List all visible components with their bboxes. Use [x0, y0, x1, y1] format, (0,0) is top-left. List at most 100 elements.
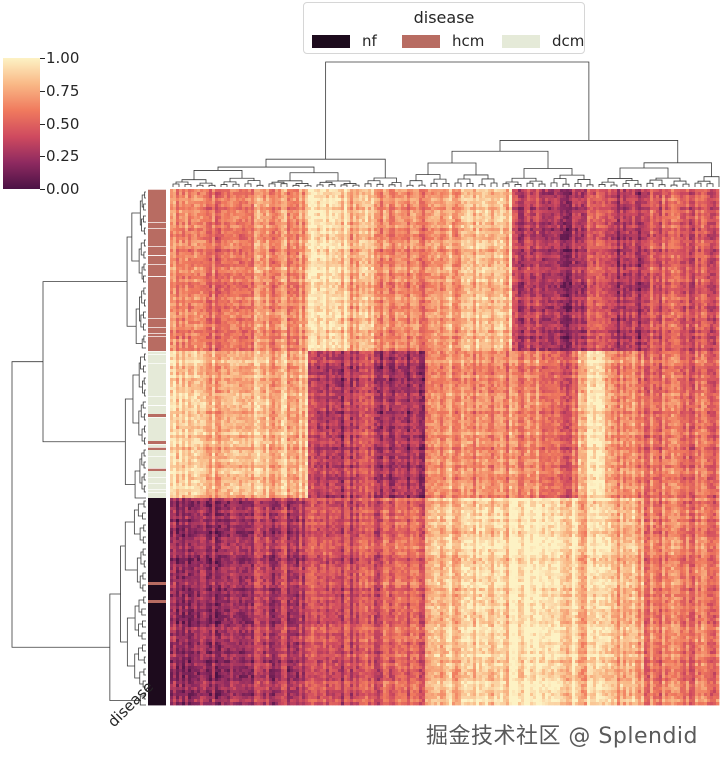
heatmap-cell — [527, 201, 530, 204]
heatmap-cell — [479, 216, 482, 219]
heatmap-cell — [305, 204, 308, 207]
heatmap-cell — [497, 198, 500, 201]
dendrogram-link — [144, 525, 146, 531]
heatmap-cell — [668, 252, 671, 255]
heatmap-cell — [668, 249, 671, 252]
heatmap-cell — [572, 204, 575, 207]
row-color-cell — [148, 576, 166, 579]
heatmap-cell — [515, 255, 518, 258]
heatmap-cell — [587, 225, 590, 228]
heatmap-cell — [176, 246, 179, 249]
heatmap-cell — [635, 240, 638, 243]
heatmap-cell — [446, 207, 449, 210]
row-color-cell — [148, 570, 166, 573]
heatmap-cell — [512, 192, 515, 195]
row-color-cell — [148, 567, 166, 570]
heatmap-cell — [194, 246, 197, 249]
row-color-cell — [148, 198, 166, 201]
heatmap-cell — [218, 264, 221, 267]
heatmap-cell — [254, 189, 257, 192]
heatmap-cell — [236, 201, 239, 204]
heatmap-cell — [485, 225, 488, 228]
heatmap-cell — [533, 240, 536, 243]
heatmap-cell — [212, 210, 215, 213]
heatmap-cell — [566, 210, 569, 213]
heatmap-cell — [239, 240, 242, 243]
heatmap-cell — [446, 228, 449, 231]
heatmap-cell — [242, 219, 245, 222]
heatmap-cell — [248, 216, 251, 219]
heatmap-cell — [179, 243, 182, 246]
heatmap-cell — [500, 252, 503, 255]
heatmap-cell — [539, 207, 542, 210]
heatmap-cell — [170, 213, 173, 216]
heatmap-cell — [200, 201, 203, 204]
heatmap-cell — [494, 213, 497, 216]
heatmap-cell — [413, 201, 416, 204]
heatmap-cell — [338, 189, 341, 192]
heatmap-cell — [272, 228, 275, 231]
heatmap-cell — [530, 225, 533, 228]
heatmap-cell — [593, 213, 596, 216]
heatmap-cell — [509, 231, 512, 234]
row-color-cell — [148, 501, 166, 504]
heatmap-cell — [590, 195, 593, 198]
heatmap-cell — [272, 252, 275, 255]
dendrogram-link — [620, 168, 668, 178]
heatmap-cell — [683, 189, 686, 192]
heatmap-cell — [335, 246, 338, 249]
heatmap-cell — [278, 264, 281, 267]
heatmap-cell — [644, 237, 647, 240]
heatmap-cell — [359, 261, 362, 264]
heatmap-cell — [266, 195, 269, 198]
heatmap-cell — [539, 210, 542, 213]
heatmap-cell — [446, 249, 449, 252]
heatmap-cell — [371, 213, 374, 216]
heatmap-cell — [527, 249, 530, 252]
heatmap-cell — [272, 216, 275, 219]
heatmap-cell — [566, 240, 569, 243]
heatmap-cell — [374, 195, 377, 198]
heatmap-cell — [296, 243, 299, 246]
heatmap-cell — [386, 261, 389, 264]
heatmap-cell — [269, 222, 272, 225]
heatmap-cell — [338, 231, 341, 234]
heatmap-cell — [353, 231, 356, 234]
heatmap-cell — [317, 219, 320, 222]
heatmap-cell — [434, 222, 437, 225]
heatmap-cell — [521, 234, 524, 237]
heatmap-cell — [170, 207, 173, 210]
heatmap-cell — [569, 258, 572, 261]
heatmap-cell — [317, 261, 320, 264]
heatmap-cell — [272, 249, 275, 252]
heatmap-cell — [236, 195, 239, 198]
heatmap-cell — [491, 213, 494, 216]
heatmap-cell — [314, 237, 317, 240]
dendrogram-link — [12, 362, 110, 648]
heatmap-cell — [554, 201, 557, 204]
heatmap-cell — [488, 231, 491, 234]
heatmap-cell — [452, 222, 455, 225]
heatmap-cell — [182, 192, 185, 195]
heatmap-cell — [374, 249, 377, 252]
row-color-cell — [148, 348, 166, 351]
heatmap-cell — [374, 240, 377, 243]
heatmap-cell — [305, 258, 308, 261]
heatmap-cell — [692, 201, 695, 204]
heatmap-cell — [206, 207, 209, 210]
heatmap-cell — [380, 216, 383, 219]
heatmap-cell — [308, 204, 311, 207]
heatmap-cell — [266, 216, 269, 219]
heatmap-cell — [533, 195, 536, 198]
heatmap-cell — [566, 261, 569, 264]
heatmap-cell — [701, 252, 704, 255]
dendrogram-link — [139, 600, 144, 612]
heatmap-cell — [638, 192, 641, 195]
heatmap-cell — [275, 219, 278, 222]
heatmap-cell — [203, 246, 206, 249]
heatmap-cell — [383, 261, 386, 264]
heatmap-cell — [692, 234, 695, 237]
row-color-separator — [148, 483, 166, 484]
row-color-cell — [148, 495, 166, 498]
heatmap-cell — [449, 234, 452, 237]
